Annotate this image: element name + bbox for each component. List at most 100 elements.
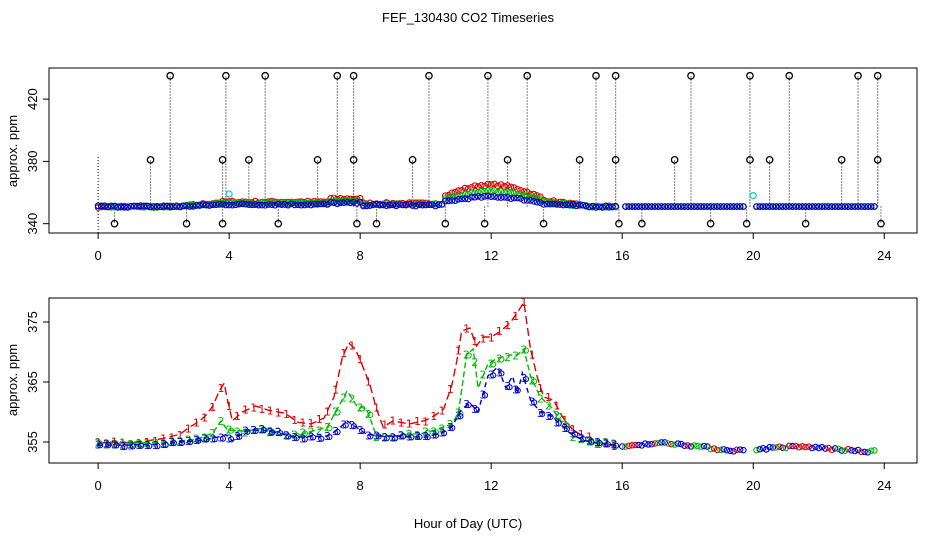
bottom-flat-point	[674, 440, 682, 447]
bottom-series-point	[391, 435, 399, 442]
bottom-series-glyph: 1	[299, 417, 306, 430]
mid-spike-point	[575, 155, 584, 164]
bottom-flat-point	[756, 445, 764, 453]
top-data-point	[612, 202, 620, 210]
top-data-point	[533, 198, 541, 206]
top-data-point	[173, 203, 181, 210]
top-data-point	[762, 203, 770, 210]
top-data-point	[333, 200, 341, 208]
bottom-series-glyph: 2	[586, 436, 593, 449]
top-data-point	[582, 202, 590, 210]
bottom-series-glyph: 3	[447, 421, 454, 434]
bottom-flat-point	[854, 446, 862, 454]
bottom-series-glyph: 2	[324, 421, 331, 434]
top-data-point	[805, 203, 813, 210]
top-x-tick-label: 24	[877, 248, 891, 263]
bottom-series-glyph: 3	[242, 425, 249, 438]
bottom-flat-point	[671, 441, 678, 448]
top-data-point	[284, 201, 292, 209]
top-data-point	[789, 203, 796, 210]
bottom-series-point	[596, 441, 603, 448]
top-data-point	[333, 197, 341, 205]
bottom-series-glyph: 1	[561, 414, 568, 427]
bottom-series-glyph: 3	[414, 430, 421, 443]
top-data-point	[514, 194, 521, 202]
top-data-point	[389, 201, 397, 208]
top-data-point	[94, 202, 102, 210]
top-data-point	[405, 200, 413, 208]
bottom-series-glyph: 3	[578, 432, 585, 445]
top-data-point	[428, 201, 436, 209]
bottom-x-tick-label: 12	[484, 478, 498, 493]
top-data-point	[317, 200, 325, 208]
top-data-point	[294, 201, 302, 209]
top-data-point	[412, 202, 420, 210]
bottom-series-glyph: 2	[406, 428, 413, 441]
bottom-series-glyph: 3	[299, 432, 306, 445]
bottom-series-point	[129, 443, 136, 450]
bottom-flat-point	[848, 447, 855, 454]
top-data-point	[356, 198, 364, 206]
x-axis-label: Hour of Day (UTC)	[414, 516, 522, 531]
bottom-flat-point	[769, 444, 777, 451]
bottom-series-point	[154, 443, 161, 450]
bottom-series-glyph: 1	[332, 384, 339, 397]
top-data-point	[504, 194, 511, 201]
bottom-series-glyph: 3	[226, 432, 233, 445]
bottom-flat-point	[635, 441, 642, 449]
bottom-series-glyph: 2	[512, 349, 519, 362]
top-data-point	[268, 201, 276, 209]
top-data-point	[785, 203, 793, 210]
bottom-flat-point	[841, 447, 849, 454]
bottom-series-glyph: 2	[545, 400, 552, 413]
bottom-series-glyph: 1	[177, 429, 184, 442]
top-data-point	[307, 201, 315, 209]
bottom-series-glyph: 1	[381, 419, 388, 432]
bottom-series-line	[98, 347, 616, 446]
bottom-series-glyph: 2	[332, 405, 339, 418]
bottom-series-glyph: 3	[488, 368, 495, 381]
bottom-series-glyph: 1	[308, 417, 315, 430]
bottom-series-point	[252, 427, 259, 434]
bottom-series-point	[342, 422, 349, 429]
top-data-point	[478, 194, 485, 201]
mid-spike-point	[349, 155, 358, 164]
bottom-series-point	[211, 436, 218, 443]
top-data-point	[252, 201, 259, 208]
bottom-series-glyph: 3	[234, 430, 241, 443]
top-data-point	[451, 188, 459, 196]
bottom-series-glyph: 1	[357, 353, 364, 366]
top-data-point	[851, 203, 859, 210]
bottom-series-point	[228, 436, 235, 443]
top-data-point	[258, 201, 266, 209]
top-data-point	[435, 201, 443, 209]
top-data-point	[681, 203, 688, 210]
top-data-point	[707, 203, 714, 210]
top-cyan-point	[225, 190, 233, 198]
top-data-point	[137, 202, 145, 210]
top-data-point	[111, 202, 118, 210]
bottom-series-glyph: 3	[529, 395, 536, 408]
top-spike-point	[746, 71, 754, 80]
bottom-flat-point	[776, 443, 783, 450]
bottom-series-point	[146, 442, 153, 450]
bottom-flat-point	[772, 444, 780, 451]
top-data-point	[310, 200, 318, 208]
bottom-series-glyph: 1	[111, 435, 118, 448]
top-data-point	[229, 201, 236, 209]
bottom-series-point	[481, 392, 489, 399]
top-panel: 0 4 8 12 16 20 24 340 380 420 approx. ppm	[5, 67, 918, 263]
top-data-point	[500, 193, 508, 201]
bottom-series-glyph: 1	[512, 310, 519, 323]
bottom-series-glyph: 2	[529, 374, 536, 387]
bottom-series-glyph: 3	[168, 436, 175, 449]
mid-spike-point	[218, 155, 227, 164]
bottom-series-point	[268, 429, 276, 436]
top-data-point	[638, 203, 646, 210]
top-data-point	[517, 187, 525, 194]
bottom-flat-point	[707, 445, 714, 453]
bottom-series-glyph: 2	[209, 427, 216, 440]
bottom-series-point	[113, 442, 120, 449]
bottom-flat-point	[697, 443, 705, 450]
bottom-series-glyph: 1	[586, 431, 593, 444]
